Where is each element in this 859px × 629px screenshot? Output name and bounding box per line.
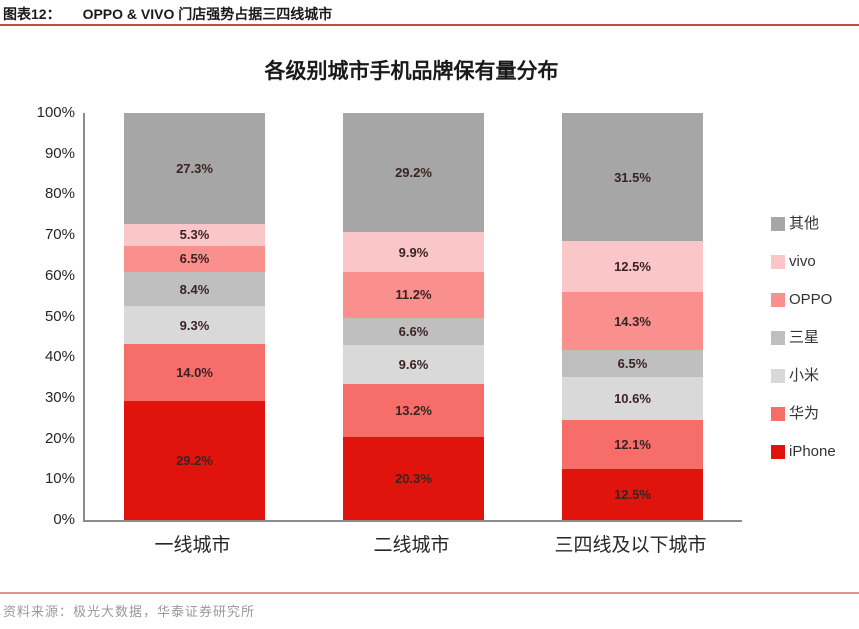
- y-tick-label: 90%: [44, 144, 75, 162]
- bar-segment: 11.2%: [343, 272, 484, 318]
- bar-segment: 14.0%: [124, 344, 265, 402]
- bar-segment: 12.5%: [562, 469, 703, 520]
- legend-item: 华为: [771, 406, 836, 421]
- bar-segment: 9.3%: [124, 306, 265, 345]
- segment-label: 6.5%: [179, 251, 210, 267]
- figure-header-title: OPPO & VIVO 门店强势占据三四线城市: [82, 6, 333, 22]
- y-tick-label: 70%: [44, 226, 75, 244]
- segment-label: 29.2%: [395, 164, 432, 180]
- y-tick-label: 80%: [44, 185, 75, 203]
- segment-label: 20.3%: [395, 471, 432, 487]
- x-axis: 一线城市 二线城市 三四线及以下城市: [83, 530, 740, 557]
- bar-segment: 29.2%: [343, 113, 484, 232]
- y-tick-label: 30%: [44, 388, 75, 406]
- category-cell: 12.5% 12.1% 10.6% 6.5% 14.3% 12.5% 31.5%: [523, 113, 742, 520]
- bar-segment: 6.6%: [343, 317, 484, 345]
- legend-swatch: [771, 406, 785, 421]
- legend-swatch: [771, 216, 785, 231]
- segment-label: 9.3%: [179, 317, 210, 333]
- bar-segment: 10.6%: [562, 376, 703, 420]
- legend-item: vivo: [771, 254, 836, 269]
- legend-label: 三星: [789, 329, 820, 346]
- y-tick-label: 0%: [53, 511, 75, 528]
- bar-segment: 6.5%: [124, 245, 265, 273]
- segment-label: 12.5%: [614, 259, 651, 275]
- legend-swatch: [771, 368, 785, 383]
- bar-segment: 8.4%: [124, 272, 265, 307]
- segment-label: 12.1%: [614, 437, 651, 452]
- legend-item: 三星: [771, 330, 836, 345]
- category-cell: 20.3% 13.2% 9.6% 6.6% 11.2% 9.9% 29.2%: [304, 113, 523, 520]
- legend-swatch: [771, 444, 785, 459]
- source-note: 资料来源：极光大数据，华泰证券研究所: [3, 604, 256, 619]
- legend-item: iPhone: [771, 444, 836, 459]
- stacked-bar: 12.5% 12.1% 10.6% 6.5% 14.3% 12.5% 31.5%: [562, 113, 703, 520]
- bar-segment: 12.1%: [562, 419, 703, 470]
- bar-segment: 6.5%: [562, 350, 703, 377]
- legend-label: iPhone: [789, 443, 836, 460]
- segment-label: 31.5%: [614, 169, 651, 185]
- y-tick-label: 50%: [44, 307, 75, 325]
- segment-label: 29.2%: [176, 453, 213, 469]
- legend-label: OPPO: [789, 291, 833, 308]
- bar-segment: 14.3%: [562, 292, 703, 351]
- segment-label: 11.2%: [395, 287, 432, 303]
- plot-area: 29.2% 14.0% 9.3% 8.4% 6.5% 5.3% 27.3% 20.3% 13.2…: [83, 113, 742, 522]
- bar-segment: 20.3%: [343, 437, 484, 520]
- footer-rule: [0, 592, 859, 594]
- legend-swatch: [771, 254, 785, 269]
- x-category-label: 三四线及以下城市: [554, 535, 707, 556]
- legend-item: 小米: [771, 368, 836, 383]
- header-rule: [0, 24, 859, 26]
- segment-label: 9.6%: [398, 356, 429, 372]
- bar-segment: 12.5%: [562, 241, 703, 293]
- legend: 其他 vivo OPPO 三星小米华为 iPhone: [771, 216, 836, 459]
- x-category-label: 二线城市: [373, 535, 450, 556]
- legend-item: OPPO: [771, 292, 836, 307]
- y-tick-label: 40%: [44, 348, 75, 366]
- legend-swatch: [771, 292, 785, 307]
- stacked-bar: 20.3% 13.2% 9.6% 6.6% 11.2% 9.9% 29.2%: [343, 113, 484, 520]
- bar-segment: 31.5%: [562, 113, 703, 242]
- segment-label: 13.2%: [395, 403, 432, 419]
- legend-label: 小米: [789, 367, 820, 384]
- y-tick-label: 20%: [44, 429, 75, 447]
- segment-label: 10.6%: [614, 390, 651, 406]
- segment-label: 9.9%: [398, 244, 429, 260]
- y-tick-label: 100%: [36, 104, 75, 121]
- bar-segment: 9.6%: [343, 344, 484, 384]
- stacked-bar: 29.2% 14.0% 9.3% 8.4% 6.5% 5.3% 27.3%: [124, 113, 265, 520]
- legend-label: vivo: [789, 253, 816, 270]
- segment-label: 14.3%: [614, 313, 651, 329]
- legend-item: 其他: [771, 216, 836, 231]
- segment-label: 5.3%: [179, 227, 210, 243]
- segment-label: 6.6%: [398, 323, 429, 339]
- legend-label: 华为: [789, 405, 820, 422]
- segment-label: 8.4%: [179, 281, 210, 297]
- y-tick-label: 60%: [44, 266, 75, 284]
- chart-title: 各级别城市手机品牌保有量分布: [264, 60, 559, 83]
- segment-label: 6.5%: [617, 356, 648, 372]
- y-tick-label: 10%: [44, 470, 75, 488]
- bar-segment: 5.3%: [124, 224, 265, 246]
- segment-label: 12.5%: [614, 487, 651, 503]
- bar-segment: 27.3%: [124, 113, 265, 225]
- bar-segment: 29.2%: [124, 401, 265, 520]
- bar-segment: 9.9%: [343, 231, 484, 273]
- figure-header: 图表12： OPPO & VIVO 门店强势占据三四线城市: [3, 4, 856, 24]
- bar-segment: 13.2%: [343, 383, 484, 438]
- segment-label: 14.0%: [176, 365, 213, 381]
- legend-label: 其他: [789, 215, 820, 232]
- figure-number-label: 图表12：: [3, 6, 61, 22]
- legend-swatch: [771, 330, 785, 345]
- category-cell: 29.2% 14.0% 9.3% 8.4% 6.5% 5.3% 27.3%: [85, 113, 304, 520]
- segment-label: 27.3%: [176, 161, 213, 177]
- x-category-label: 一线城市: [154, 535, 231, 556]
